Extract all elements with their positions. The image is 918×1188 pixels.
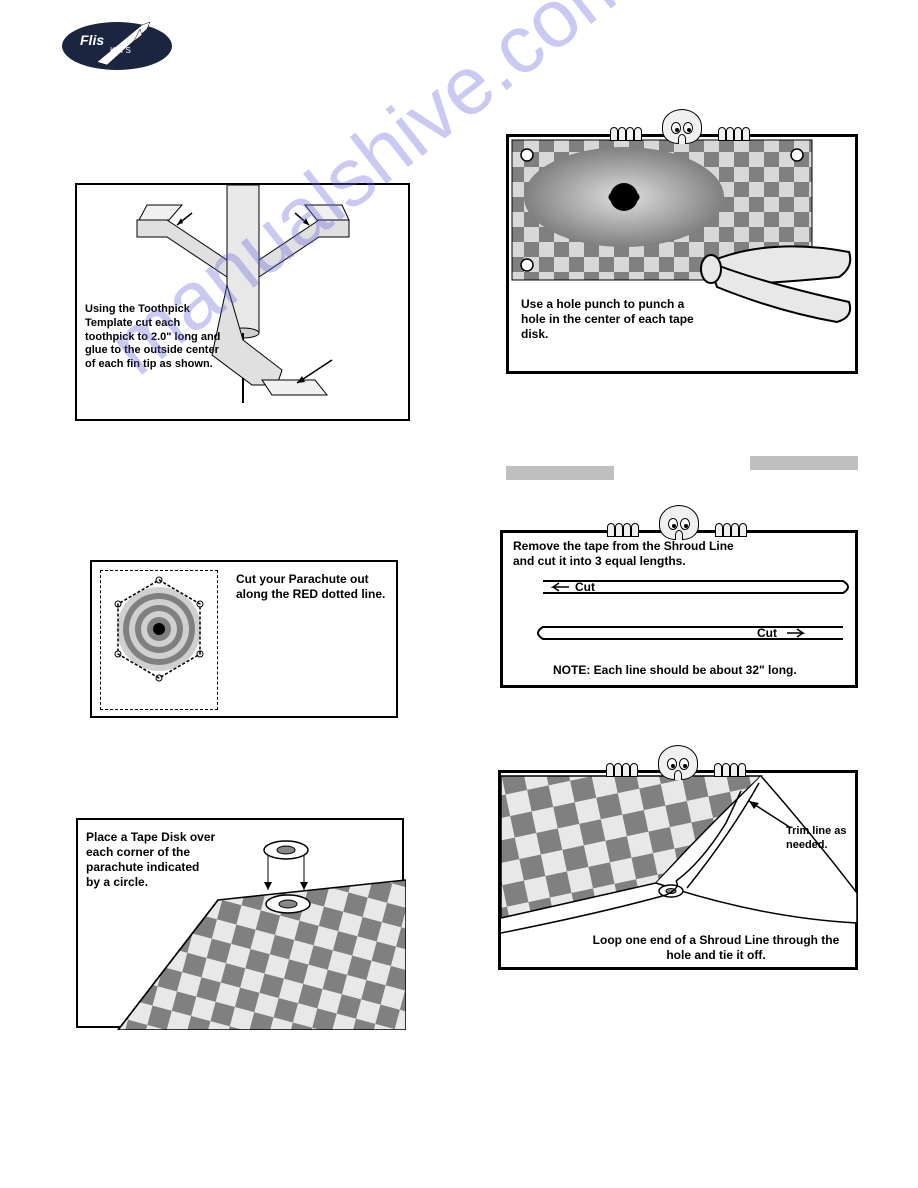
cutout-instruction: Cut your Parachute out along the RED dot… xyxy=(236,572,386,602)
logo-brand-text: Flis xyxy=(80,32,104,48)
hexagon-parachute-icon xyxy=(92,562,226,718)
character-peek-1 xyxy=(582,109,782,149)
panel-toothpick: Using the Toothpick Template cut each to… xyxy=(75,183,410,421)
tapedisk-instruction: Place a Tape Disk over each corner of th… xyxy=(86,830,216,890)
gray-bar-1 xyxy=(506,466,614,480)
cut-label-left: Cut xyxy=(575,580,595,595)
panel-shroudcut: Remove the tape from the Shroud Line and… xyxy=(500,530,858,688)
panel-cutout: Cut your Parachute out along the RED dot… xyxy=(90,560,398,718)
shroud-note: NOTE: Each line should be about 32" long… xyxy=(553,663,797,678)
character-peek-3 xyxy=(578,745,778,785)
panel-tapedisk: Place a Tape Disk over each corner of th… xyxy=(76,818,404,1028)
brand-logo: Flis KITS xyxy=(62,22,172,70)
toothpick-instruction: Using the Toothpick Template cut each to… xyxy=(85,303,225,372)
panel-holepunch: Use a hole punch to punch a hole in the … xyxy=(506,134,858,374)
holepunch-instruction: Use a hole punch to punch a hole in the … xyxy=(521,297,701,342)
trim-label: Trim line as needed. xyxy=(786,825,851,853)
loop-instruction: Loop one end of a Shroud Line through th… xyxy=(591,933,841,963)
logo-sub-text: KITS xyxy=(110,46,132,55)
cut-label-right: Cut xyxy=(757,626,777,641)
panel-looptie: Trim line as needed. Loop one end of a S… xyxy=(498,770,858,970)
gray-bar-2 xyxy=(750,456,858,470)
